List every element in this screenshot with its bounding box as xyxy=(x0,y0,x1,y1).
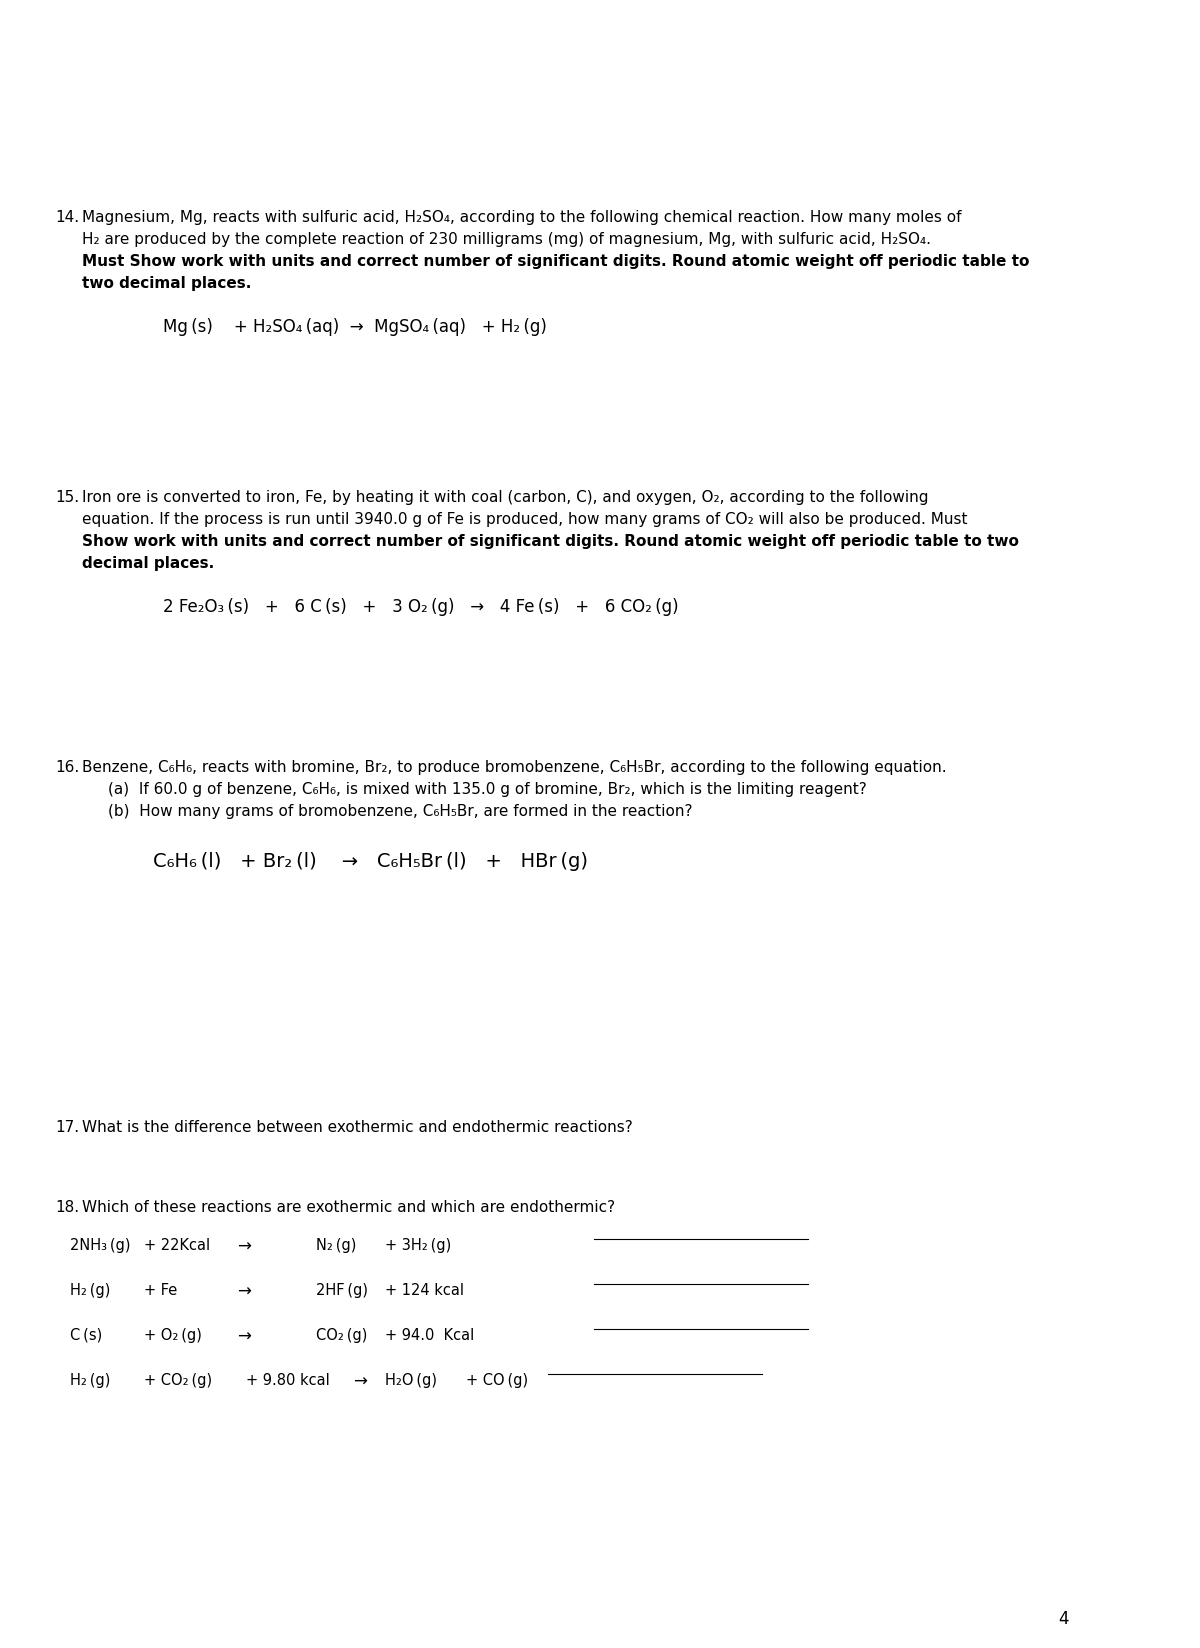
Text: H₂ (g): H₂ (g) xyxy=(70,1373,110,1388)
Text: + 94.0  Kcal: + 94.0 Kcal xyxy=(385,1327,475,1341)
Text: + 124 kcal: + 124 kcal xyxy=(385,1282,464,1297)
Text: + CO₂ (g): + CO₂ (g) xyxy=(144,1373,212,1388)
Text: 2 Fe₂O₃ (s)   +   6 C (s)   +   3 O₂ (g)   →   4 Fe (s)   +   6 CO₂ (g): 2 Fe₂O₃ (s) + 6 C (s) + 3 O₂ (g) → 4 Fe … xyxy=(162,598,678,616)
Text: + 22Kcal: + 22Kcal xyxy=(144,1238,210,1252)
Text: H₂ (g): H₂ (g) xyxy=(70,1282,110,1297)
Text: + O₂ (g): + O₂ (g) xyxy=(144,1327,202,1341)
Text: Iron ore is converted to iron, Fe, by heating it with coal (carbon, C), and oxyg: Iron ore is converted to iron, Fe, by he… xyxy=(82,489,929,504)
Text: C (s): C (s) xyxy=(70,1327,102,1341)
Text: →: → xyxy=(236,1282,251,1300)
Text: →: → xyxy=(236,1327,251,1345)
Text: Benzene, C₆H₆, reacts with bromine, Br₂, to produce bromobenzene, C₆H₅Br, accord: Benzene, C₆H₆, reacts with bromine, Br₂,… xyxy=(82,760,947,775)
Text: 15.: 15. xyxy=(55,489,80,504)
Text: What is the difference between exothermic and endothermic reactions?: What is the difference between exothermi… xyxy=(82,1119,632,1134)
Text: H₂O (g): H₂O (g) xyxy=(385,1373,438,1388)
Text: 4: 4 xyxy=(1058,1608,1069,1627)
Text: (a)  If 60.0 g of benzene, C₆H₆, is mixed with 135.0 g of bromine, Br₂, which is: (a) If 60.0 g of benzene, C₆H₆, is mixed… xyxy=(108,781,866,796)
Text: 14.: 14. xyxy=(55,209,80,224)
Text: + 9.80 kcal: + 9.80 kcal xyxy=(246,1373,330,1388)
Text: equation. If the process is run until 3940.0 g of Fe is produced, how many grams: equation. If the process is run until 39… xyxy=(82,511,967,527)
Text: 18.: 18. xyxy=(55,1200,80,1215)
Text: →: → xyxy=(236,1238,251,1256)
Text: (b)  How many grams of bromobenzene, C₆H₅Br, are formed in the reaction?: (b) How many grams of bromobenzene, C₆H₅… xyxy=(108,804,692,819)
Text: + 3H₂ (g): + 3H₂ (g) xyxy=(385,1238,451,1252)
Text: two decimal places.: two decimal places. xyxy=(82,275,251,290)
Text: decimal places.: decimal places. xyxy=(82,555,214,570)
Text: →: → xyxy=(353,1373,367,1391)
Text: + Fe: + Fe xyxy=(144,1282,178,1297)
Text: Which of these reactions are exothermic and which are endothermic?: Which of these reactions are exothermic … xyxy=(82,1200,614,1215)
Text: Mg (s)    + H₂SO₄ (aq)  →  MgSO₄ (aq)   + H₂ (g): Mg (s) + H₂SO₄ (aq) → MgSO₄ (aq) + H₂ (g… xyxy=(162,318,546,336)
Text: 17.: 17. xyxy=(55,1119,80,1134)
Text: 2NH₃ (g): 2NH₃ (g) xyxy=(70,1238,130,1252)
Text: C₆H₆ (l)   + Br₂ (l)    →   C₆H₅Br (l)   +   HBr (g): C₆H₆ (l) + Br₂ (l) → C₆H₅Br (l) + HBr (g… xyxy=(154,852,588,870)
Text: + CO (g): + CO (g) xyxy=(467,1373,528,1388)
Text: 16.: 16. xyxy=(55,760,80,775)
Text: Magnesium, Mg, reacts with sulfuric acid, H₂SO₄, according to the following chem: Magnesium, Mg, reacts with sulfuric acid… xyxy=(82,209,961,224)
Text: Show work with units and correct number of significant digits. Round atomic weig: Show work with units and correct number … xyxy=(82,534,1019,549)
Text: 2HF (g): 2HF (g) xyxy=(316,1282,367,1297)
Text: CO₂ (g): CO₂ (g) xyxy=(316,1327,367,1341)
Text: H₂ are produced by the complete reaction of 230 milligrams (mg) of magnesium, Mg: H₂ are produced by the complete reaction… xyxy=(82,232,931,247)
Text: N₂ (g): N₂ (g) xyxy=(316,1238,356,1252)
Text: Must Show work with units and correct number of significant digits. Round atomic: Must Show work with units and correct nu… xyxy=(82,254,1030,269)
